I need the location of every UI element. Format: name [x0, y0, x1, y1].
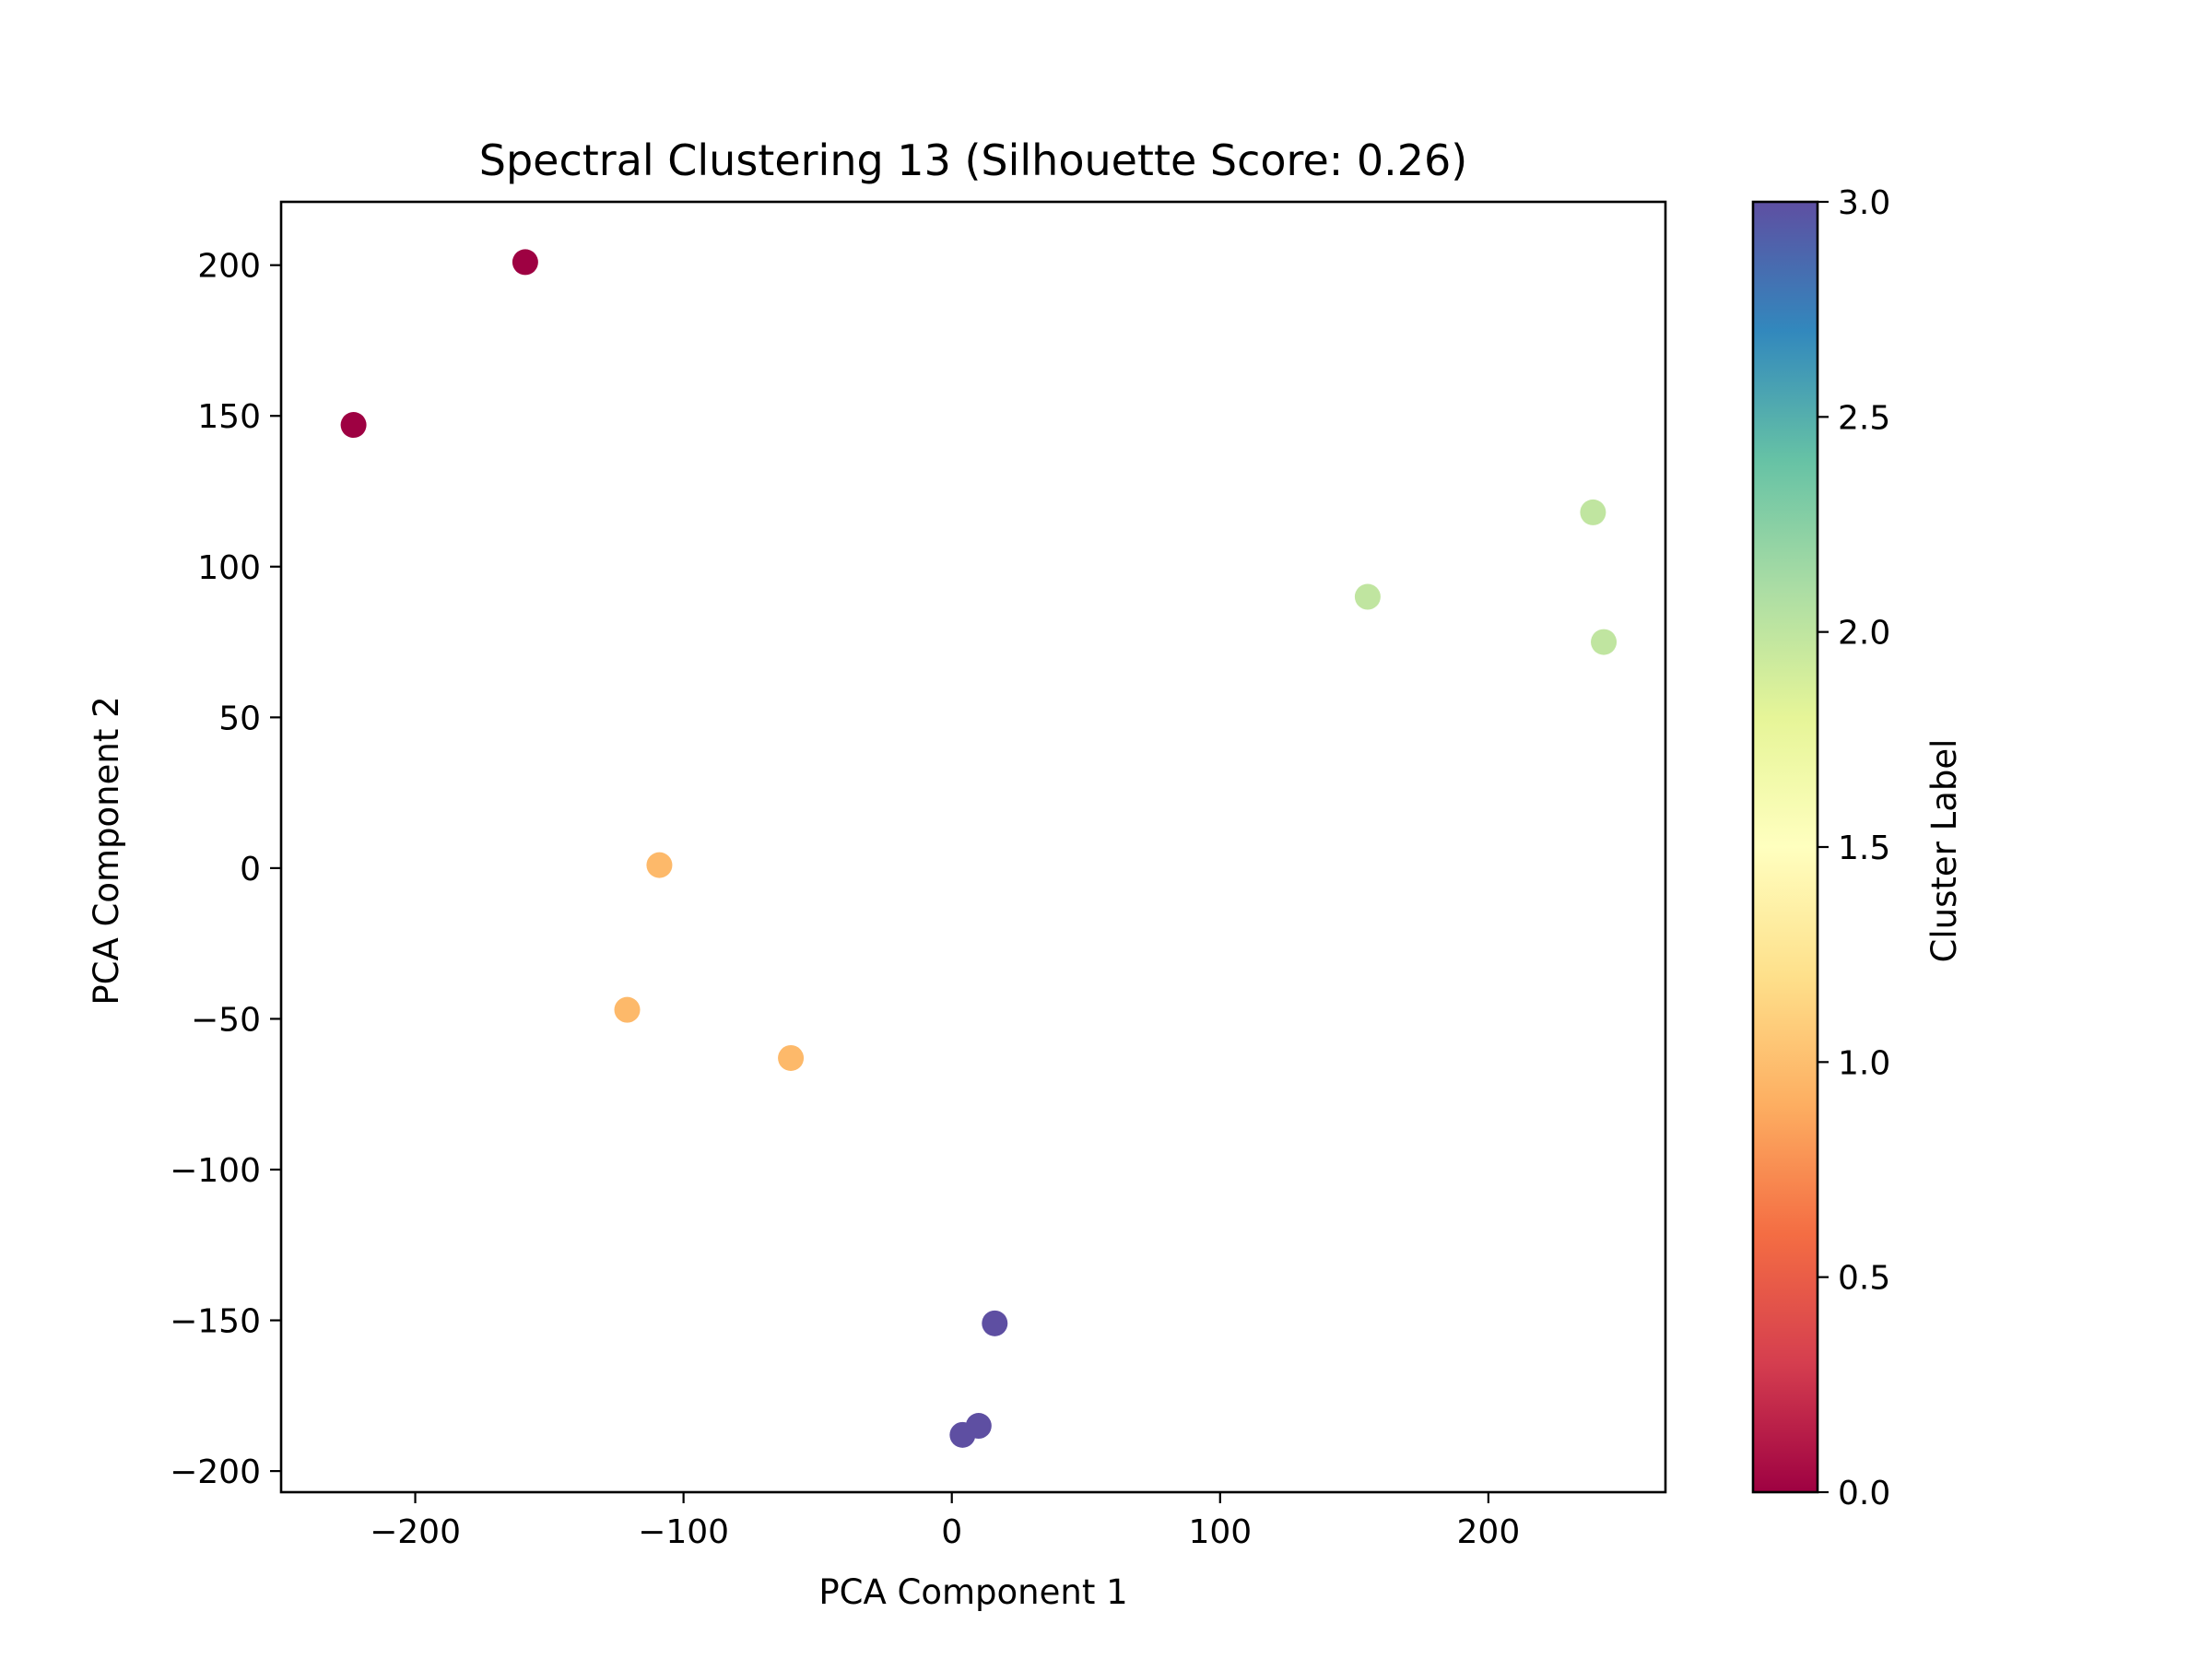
colorbar-tick-label: 0.5	[1838, 1260, 1890, 1298]
x-tick-label: 0	[941, 1513, 962, 1551]
y-tick-label: −150	[170, 1303, 261, 1341]
x-axis-label: PCA Component 1	[818, 1572, 1127, 1612]
colorbar-tick-label: 1.0	[1838, 1044, 1890, 1082]
colorbar-tick-label: 2.0	[1838, 615, 1890, 653]
colorbar-label: Cluster Label	[1924, 739, 1964, 963]
y-tick-label: 50	[218, 700, 261, 737]
colorbar-tick-label: 0.0	[1838, 1475, 1890, 1512]
x-tick-label: 200	[1457, 1513, 1521, 1551]
plot-frame	[279, 200, 1667, 1494]
colorbar-gradient	[1751, 200, 1819, 1494]
data-point-cluster-1	[778, 1044, 805, 1071]
data-point-cluster-1	[646, 852, 673, 878]
y-tick-label: 0	[240, 851, 261, 888]
y-tick-label: 100	[197, 549, 261, 587]
x-tick-label: 100	[1188, 1513, 1252, 1551]
x-tick-label: −100	[638, 1513, 729, 1551]
colorbar-tick-label: 1.5	[1838, 830, 1890, 867]
colorbar: 0.0 0.5 1.0 1.5 2.0 2.5 3.0	[1751, 184, 1890, 1512]
data-point-cluster-2	[1354, 583, 1381, 610]
y-tick-label: −200	[170, 1453, 261, 1491]
colorbar-tick-label: 2.5	[1838, 399, 1890, 437]
data-point-cluster-2	[1580, 499, 1606, 525]
y-tick-label: −100	[170, 1152, 261, 1190]
data-point-cluster-1	[614, 996, 641, 1023]
y-tick-label: 200	[197, 248, 261, 286]
y-tick-label: −50	[191, 1001, 261, 1039]
colorbar-tick-label: 3.0	[1838, 184, 1890, 222]
data-point-cluster-3	[949, 1421, 976, 1448]
y-tick-label: 150	[197, 398, 261, 436]
data-point-cluster-0	[340, 412, 367, 439]
data-point-cluster-3	[982, 1310, 1008, 1336]
data-point-cluster-2	[1591, 629, 1618, 655]
y-axis-label: PCA Component 2	[87, 696, 126, 1005]
data-point-cluster-0	[512, 249, 538, 276]
chart-title: Spectral Clustering 13 (Silhouette Score…	[479, 135, 1468, 185]
plot-area: −200 −100 0 100 200 −200 −150 −100 −50 0 50 100 150 2…	[170, 200, 1667, 1551]
x-tick-label: −200	[370, 1513, 461, 1551]
